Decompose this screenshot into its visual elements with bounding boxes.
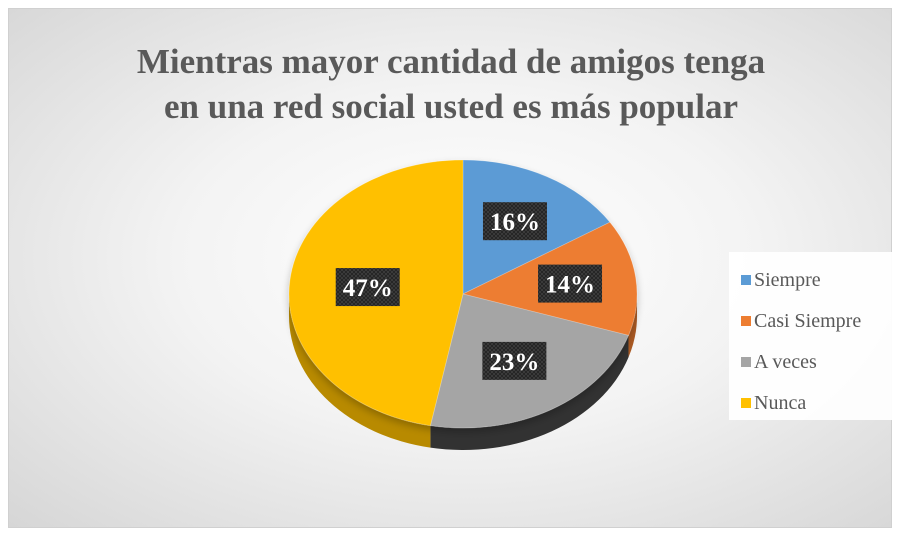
pie-data-labels: 16% 14% 23% 47% [335,202,603,380]
legend-swatch-a-veces [741,357,751,367]
pie-side-casi-siempre [628,294,637,358]
chart-title-line-1: Mientras mayor cantidad de amigos tenga [136,42,766,81]
legend-label-a-veces: A veces [754,351,817,373]
pie-side-a-veces [430,335,629,451]
data-label-text-a-veces: 23% [489,349,539,376]
legend-swatch-nunca [741,398,751,408]
data-label-box-siempre [482,202,547,241]
pie-sides [289,294,637,451]
pie-side-nunca [289,294,431,448]
chart-area: Mientras mayor cantidad de amigos tenga … [8,8,893,528]
chart-title-line-2: en una red social usted es más popular [163,87,738,126]
data-label-a-veces: 23% [482,341,547,380]
data-label-text-nunca: 47% [343,275,393,302]
legend-item-nunca: Nunca [741,391,806,415]
data-label-box-a-veces [482,341,547,380]
legend-swatch-casi-siempre [741,316,751,326]
data-label-casi-siempre: 14% [538,264,603,303]
legend-label-nunca: Nunca [754,392,807,414]
legend-label-casi-siempre: Casi Siempre [754,310,862,332]
data-label-text-siempre: 16% [490,209,540,236]
legend-item-a-veces: A veces [741,350,817,374]
legend-label-siempre: Siempre [754,269,821,291]
pie-plot: 16% 14% 23% 47% [288,159,638,451]
chart-title: Mientras mayor cantidad de amigos tenga … [9,39,893,129]
data-label-nunca: 47% [335,268,400,307]
data-label-siempre: 16% [482,202,547,241]
data-label-box-casi-siempre [538,264,603,303]
legend-item-casi-siempre: Casi Siempre [741,309,861,333]
legend-swatch-siempre [741,275,751,285]
legend-item-siempre: Siempre [741,268,821,292]
data-label-text-casi-siempre: 14% [545,272,595,299]
legend: Siempre Casi Siempre A veces Nunca [729,252,893,420]
data-label-box-nunca [335,268,400,307]
